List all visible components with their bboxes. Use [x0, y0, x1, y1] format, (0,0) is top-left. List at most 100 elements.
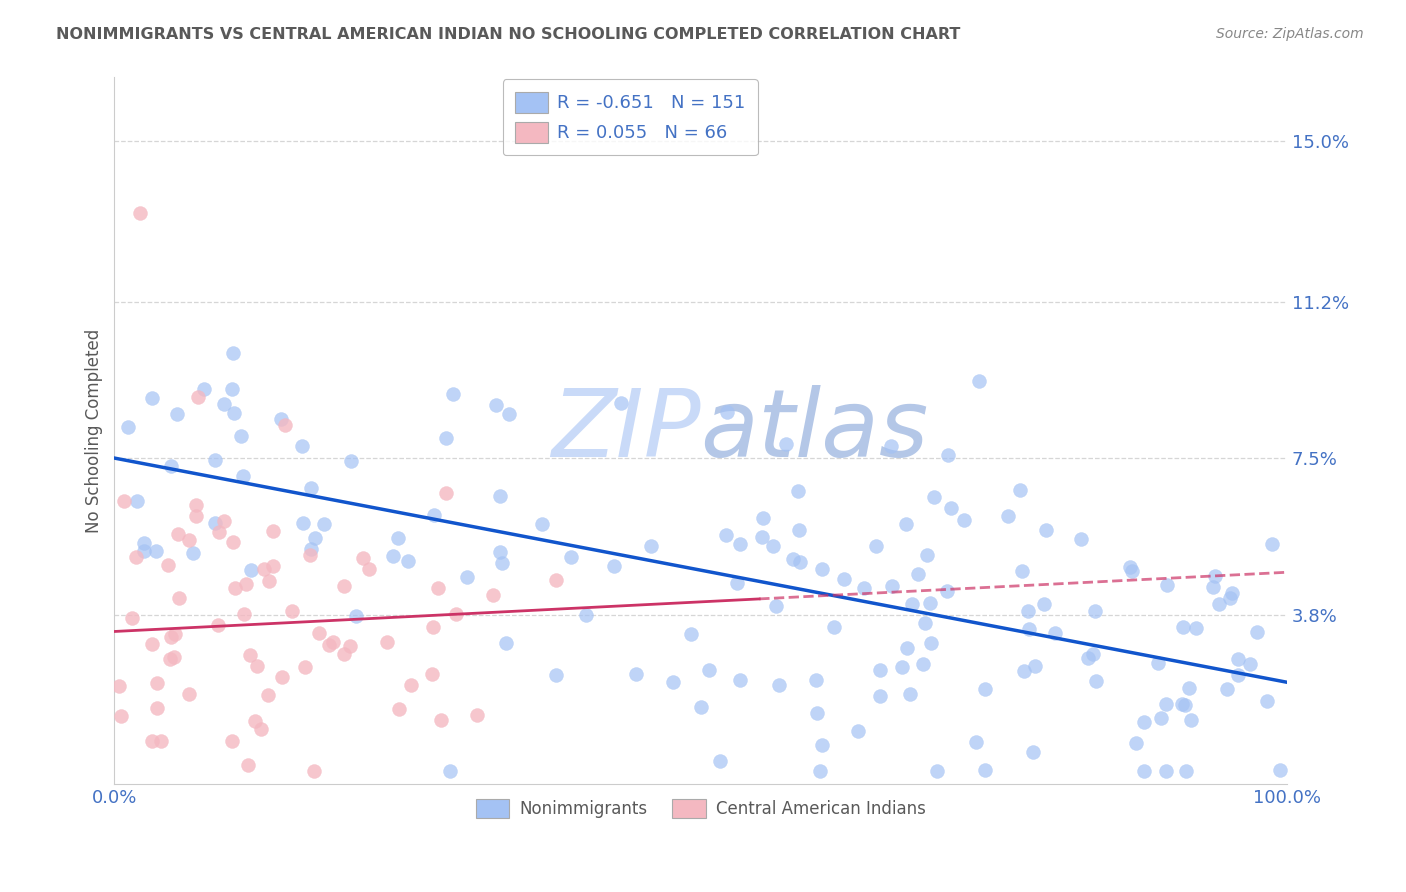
- Point: [1119, 560, 1142, 574]
- Point: [1208, 598, 1230, 612]
- Point: [160, 458, 183, 473]
- Point: [1008, 483, 1031, 497]
- Point: [257, 574, 280, 588]
- Point: [125, 549, 148, 564]
- Point: [232, 469, 254, 483]
- Point: [339, 639, 361, 653]
- Point: [222, 406, 245, 420]
- Point: [339, 454, 361, 468]
- Point: [270, 412, 292, 426]
- Point: [1011, 565, 1033, 579]
- Point: [768, 678, 790, 692]
- Point: [308, 626, 330, 640]
- Point: [762, 539, 785, 553]
- Point: [891, 660, 914, 674]
- Point: [1154, 764, 1177, 778]
- Point: [787, 484, 810, 499]
- Point: [765, 599, 787, 613]
- Point: [112, 493, 135, 508]
- Point: [1180, 713, 1202, 727]
- Point: [624, 667, 647, 681]
- Point: [728, 536, 751, 550]
- Point: [204, 516, 226, 531]
- Point: [965, 734, 987, 748]
- Point: [177, 533, 200, 548]
- Point: [907, 567, 929, 582]
- Point: [832, 572, 855, 586]
- Point: [117, 419, 139, 434]
- Point: [441, 387, 464, 401]
- Point: [253, 562, 276, 576]
- Point: [912, 657, 935, 672]
- Point: [491, 557, 513, 571]
- Point: [149, 734, 172, 748]
- Point: [1154, 698, 1177, 712]
- Point: [207, 617, 229, 632]
- Point: [869, 689, 891, 703]
- Point: [1202, 580, 1225, 594]
- Point: [1204, 569, 1226, 583]
- Point: [804, 673, 827, 688]
- Point: [456, 570, 478, 584]
- Point: [1032, 597, 1054, 611]
- Point: [204, 453, 226, 467]
- Text: ZIP: ZIP: [551, 385, 700, 476]
- Point: [274, 418, 297, 433]
- Point: [728, 673, 751, 687]
- Point: [221, 346, 243, 360]
- Point: [1173, 620, 1195, 634]
- Point: [1084, 604, 1107, 618]
- Point: [1171, 697, 1194, 711]
- Point: [880, 439, 903, 453]
- Point: [238, 648, 260, 662]
- Point: [193, 382, 215, 396]
- Point: [662, 675, 685, 690]
- Point: [222, 534, 245, 549]
- Point: [823, 620, 845, 634]
- Text: Source: ZipAtlas.com: Source: ZipAtlas.com: [1216, 27, 1364, 41]
- Point: [918, 596, 941, 610]
- Point: [291, 439, 314, 453]
- Point: [1014, 664, 1036, 678]
- Point: [544, 668, 567, 682]
- Point: [422, 667, 444, 681]
- Point: [262, 524, 284, 538]
- Text: atlas: atlas: [700, 385, 929, 476]
- Point: [181, 545, 204, 559]
- Point: [1174, 764, 1197, 778]
- Point: [973, 764, 995, 778]
- Point: [318, 638, 340, 652]
- Point: [846, 723, 869, 738]
- Point: [398, 554, 420, 568]
- Point: [901, 597, 924, 611]
- Point: [121, 610, 143, 624]
- Point: [146, 701, 169, 715]
- Point: [304, 531, 326, 545]
- Point: [1227, 652, 1250, 666]
- Point: [235, 576, 257, 591]
- Point: [141, 637, 163, 651]
- Point: [159, 652, 181, 666]
- Point: [716, 405, 738, 419]
- Point: [969, 374, 991, 388]
- Point: [865, 539, 887, 553]
- Point: [939, 501, 962, 516]
- Point: [332, 647, 354, 661]
- Point: [141, 734, 163, 748]
- Point: [896, 640, 918, 655]
- Point: [482, 588, 505, 602]
- Point: [869, 663, 891, 677]
- Y-axis label: No Schooling Completed: No Schooling Completed: [86, 328, 103, 533]
- Point: [1246, 625, 1268, 640]
- Point: [697, 663, 720, 677]
- Point: [333, 578, 356, 592]
- Point: [381, 549, 404, 564]
- Point: [129, 206, 152, 220]
- Point: [160, 630, 183, 644]
- Point: [1219, 591, 1241, 605]
- Point: [1149, 711, 1171, 725]
- Point: [997, 509, 1019, 524]
- Point: [430, 713, 453, 727]
- Point: [544, 573, 567, 587]
- Point: [399, 677, 422, 691]
